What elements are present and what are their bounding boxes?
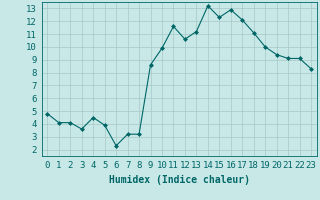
X-axis label: Humidex (Indice chaleur): Humidex (Indice chaleur) (109, 175, 250, 185)
